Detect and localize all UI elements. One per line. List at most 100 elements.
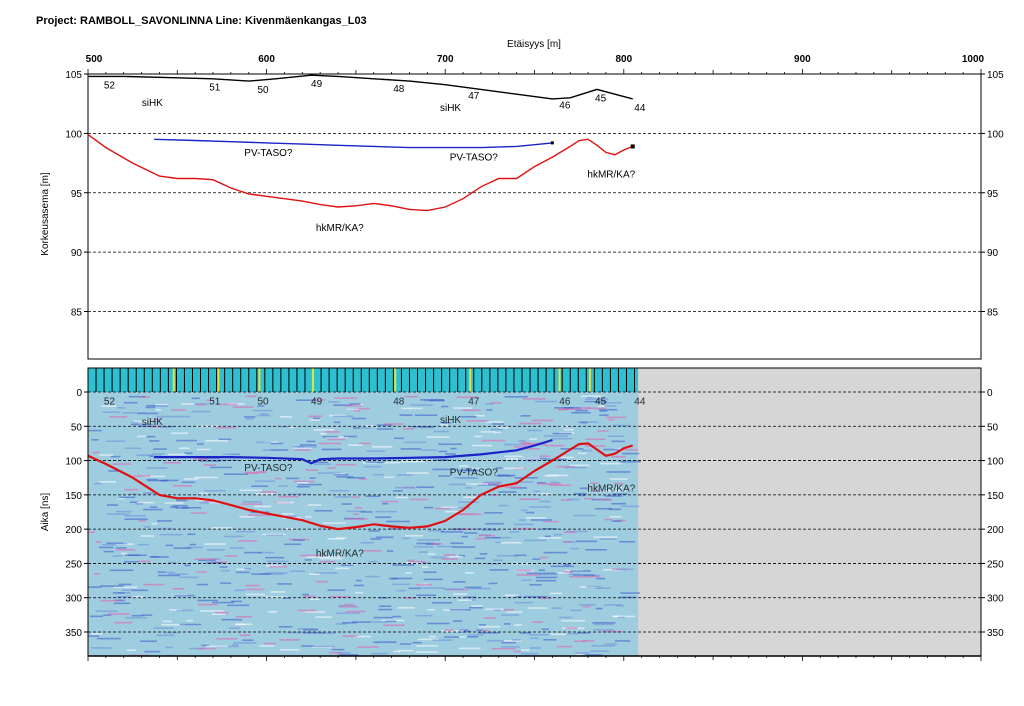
- radar-texel: [294, 449, 311, 451]
- radar-texel: [387, 550, 394, 552]
- y-tick-label-right: 0: [987, 388, 993, 399]
- radar-texel: [553, 533, 563, 536]
- radar-texel: [120, 552, 128, 555]
- radar-texel: [191, 397, 200, 400]
- radar-texel: [196, 583, 208, 586]
- radar-texel: [257, 405, 265, 407]
- radar-texel: [356, 646, 379, 648]
- radar-texel: [527, 607, 548, 609]
- radar-texel: [407, 559, 415, 562]
- radar-texel: [232, 406, 254, 408]
- radar-texel: [100, 599, 121, 602]
- radar-texel: [410, 404, 433, 406]
- radar-texel: [441, 506, 459, 509]
- radar-texel: [212, 527, 232, 529]
- radar-texel: [485, 522, 504, 525]
- radar-texel: [314, 509, 333, 512]
- radar-texel: [579, 487, 588, 490]
- radar-texel: [221, 618, 243, 621]
- radar-texel: [189, 543, 196, 546]
- page-title: Project: RAMBOLL_SAVONLINNA Line: Kivenm…: [36, 15, 367, 27]
- radar-texel: [376, 428, 394, 430]
- radar-texel: [345, 510, 366, 513]
- radar-texel: [308, 573, 320, 575]
- radar-texel: [363, 465, 382, 468]
- radar-texel: [173, 547, 192, 549]
- radar-texel: [496, 467, 503, 469]
- radar-texel: [334, 397, 358, 399]
- y-tick-label-left: 350: [65, 628, 82, 639]
- radar-texel: [187, 533, 196, 536]
- radar-texel: [303, 632, 325, 634]
- radar-texel: [113, 602, 131, 605]
- x-tick-labels: 500 600 700 800 900 1000: [86, 54, 985, 65]
- radar-texel: [371, 445, 393, 448]
- radar-texel: [466, 420, 489, 422]
- radar-texel: [598, 405, 607, 408]
- radar-texel: [145, 492, 157, 494]
- radar-texel: [537, 483, 562, 485]
- radar-texel: [143, 475, 165, 478]
- radar-texel: [235, 615, 253, 618]
- radar-texel: [440, 531, 464, 533]
- radar-texel: [404, 441, 427, 444]
- radar-texel: [133, 420, 147, 423]
- radar-texel: [399, 414, 413, 416]
- radar-texel: [137, 435, 147, 438]
- radar-texel: [280, 649, 300, 651]
- radar-texel: [569, 609, 582, 612]
- radar-texel: [449, 555, 463, 558]
- radar-texel: [578, 603, 597, 606]
- radar-texel: [364, 621, 388, 623]
- radar-texel: [609, 478, 628, 480]
- radar-texel: [248, 514, 271, 517]
- radar-texel: [591, 575, 600, 578]
- radar-texel: [556, 465, 575, 468]
- radar-texel: [301, 645, 314, 647]
- radar-texel: [222, 453, 240, 456]
- radar-texel: [585, 548, 608, 551]
- radar-texel: [493, 431, 501, 434]
- radar-texel: [102, 544, 117, 546]
- radar-texel: [368, 530, 380, 532]
- radar-texel: [549, 592, 562, 595]
- radar-texel: [263, 596, 287, 598]
- radar-texel: [338, 654, 359, 656]
- radar-texel: [448, 483, 471, 486]
- radar-texel: [345, 610, 366, 613]
- radar-texel: [578, 421, 599, 423]
- radar-texel: [199, 492, 208, 495]
- radar-texel: [513, 650, 521, 653]
- radar-texel: [391, 577, 413, 580]
- radar-texel: [416, 645, 438, 647]
- radar-texel: [535, 576, 558, 579]
- annotation-label: 45: [595, 93, 607, 104]
- y-tick-label-left: 90: [71, 248, 83, 259]
- radar-texel: [181, 403, 194, 405]
- x-axis-label: Etäisyys [m]: [507, 39, 561, 50]
- radar-texel: [194, 458, 209, 461]
- radargram-y-tick-labels: 0 0 50 50 100 100 150 150 200 200 250 250 300 300 350 3…: [65, 388, 1004, 639]
- radar-texel: [216, 637, 238, 640]
- radar-texel: [178, 447, 190, 450]
- radar-texel: [438, 443, 462, 446]
- radar-texel: [139, 425, 155, 428]
- radar-texel: [320, 432, 327, 435]
- radar-texel: [239, 634, 251, 637]
- radar-texel: [622, 452, 640, 455]
- radar-texel: [207, 549, 225, 551]
- radar-texel: [129, 501, 139, 504]
- radar-texel: [521, 652, 539, 655]
- radar-texel: [309, 598, 320, 601]
- radar-texel: [563, 407, 581, 409]
- radar-texel: [135, 454, 154, 457]
- radar-texel: [319, 526, 327, 529]
- radar-texel: [465, 487, 473, 489]
- radar-texel: [438, 450, 448, 453]
- radar-texel: [327, 438, 346, 441]
- radar-texel: [423, 506, 434, 509]
- radar-texel: [483, 617, 496, 619]
- radar-texel: [450, 528, 465, 531]
- radar-texel: [126, 649, 137, 652]
- radar-texel: [573, 492, 587, 495]
